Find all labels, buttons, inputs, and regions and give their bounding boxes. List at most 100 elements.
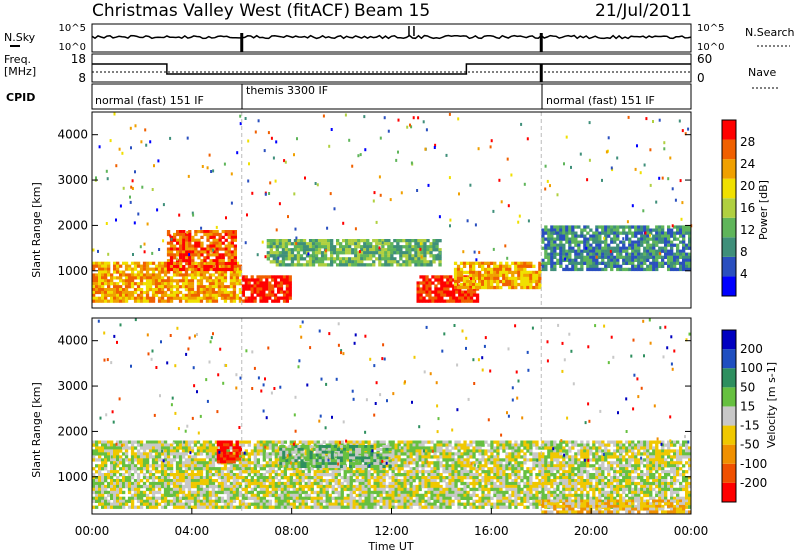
power-cell — [476, 300, 479, 303]
velocity-cell — [275, 473, 278, 476]
power-scatter — [287, 215, 289, 218]
power-cell — [679, 265, 682, 268]
power-cell — [324, 254, 327, 257]
power-colorbar-swatch — [722, 140, 736, 160]
power-scatter — [545, 165, 547, 168]
power-cell — [658, 262, 661, 265]
power-cell — [583, 238, 586, 241]
velocity-cell — [161, 482, 164, 485]
velocity-cell — [395, 461, 398, 464]
power-cell — [435, 257, 438, 260]
velocity-cell — [401, 491, 404, 494]
power-cell — [194, 265, 197, 268]
velocity-cell — [176, 470, 179, 473]
velocity-cell — [188, 458, 191, 461]
power-cell — [535, 277, 538, 280]
power-cell — [170, 245, 173, 248]
power-cell — [565, 268, 568, 271]
velocity-cell — [95, 452, 98, 455]
velocity-cell — [380, 488, 383, 491]
power-colorbar-tick: 12 — [740, 223, 755, 237]
power-cell — [268, 275, 271, 278]
velocity-cell — [140, 497, 143, 500]
power-cell — [481, 262, 484, 265]
power-cell — [378, 260, 381, 263]
velocity-cell — [110, 458, 113, 461]
velocity-cell — [173, 473, 176, 476]
velocity-cell — [427, 446, 430, 449]
velocity-cell — [338, 494, 341, 497]
velocity-cell — [293, 473, 296, 476]
power-cell — [259, 278, 262, 281]
velocity-cell — [242, 488, 245, 491]
power-cell — [200, 291, 203, 294]
velocity-cell — [170, 467, 173, 470]
power-cell — [517, 283, 520, 286]
power-scatter — [210, 250, 212, 253]
power-cell — [604, 241, 607, 244]
velocity-cell — [140, 500, 143, 503]
velocity-cell — [416, 458, 419, 461]
power-cell — [104, 300, 107, 303]
power-cell — [200, 230, 203, 233]
power-cell — [107, 268, 110, 271]
velocity-cell — [125, 441, 128, 444]
power-cell — [309, 245, 312, 248]
velocity-cell — [416, 452, 419, 455]
power-cell — [194, 276, 197, 279]
power-cell — [643, 259, 646, 262]
velocity-cell — [275, 449, 278, 452]
power-cell — [330, 239, 333, 242]
velocity-cell — [430, 479, 433, 482]
power-cell — [452, 297, 455, 300]
velocity-cell — [416, 449, 419, 452]
velocity-cell — [245, 464, 248, 467]
velocity-cell — [365, 500, 368, 503]
velocity-cell — [110, 476, 113, 479]
power-cell — [216, 245, 219, 248]
velocity-cell — [442, 488, 445, 491]
velocity-cell — [377, 503, 380, 506]
power-cell — [209, 291, 212, 294]
power-cell — [565, 235, 568, 238]
power-cell — [434, 278, 437, 281]
power-cell — [182, 294, 185, 297]
velocity-cell — [424, 455, 427, 458]
velocity-cell — [341, 476, 344, 479]
power-cell — [493, 265, 496, 268]
velocity-cell — [182, 444, 185, 447]
power-cell — [277, 291, 280, 294]
power-cell — [375, 257, 378, 260]
velocity-cell — [170, 458, 173, 461]
velocity-cell — [257, 479, 260, 482]
velocity-cell — [377, 488, 380, 491]
power-cell — [152, 282, 155, 285]
power-cell — [242, 278, 245, 281]
power-colorbar-tick: 4 — [740, 267, 748, 281]
velocity-cell — [263, 455, 266, 458]
velocity-cell — [119, 467, 122, 470]
velocity-cell — [191, 473, 194, 476]
velocity-cell — [347, 500, 350, 503]
power-cell — [457, 280, 460, 283]
velocity-cell — [152, 449, 155, 452]
power-cell — [315, 242, 318, 245]
power-scatter — [315, 182, 317, 185]
power-cell — [574, 241, 577, 244]
velocity-cell — [287, 476, 290, 479]
velocity-cell — [410, 449, 413, 452]
power-cell — [203, 285, 206, 288]
power-cell — [595, 238, 598, 241]
velocity-cell — [146, 441, 149, 444]
power-cell — [670, 256, 673, 259]
power-cell — [277, 284, 280, 287]
power-cell — [402, 245, 405, 248]
power-scatter — [528, 219, 530, 222]
velocity-cell — [404, 473, 407, 476]
velocity-cell — [134, 455, 137, 458]
velocity-cell — [272, 461, 275, 464]
power-cell — [116, 291, 119, 294]
power-cell — [179, 268, 182, 271]
power-cell — [541, 265, 544, 268]
power-cell — [161, 291, 164, 294]
